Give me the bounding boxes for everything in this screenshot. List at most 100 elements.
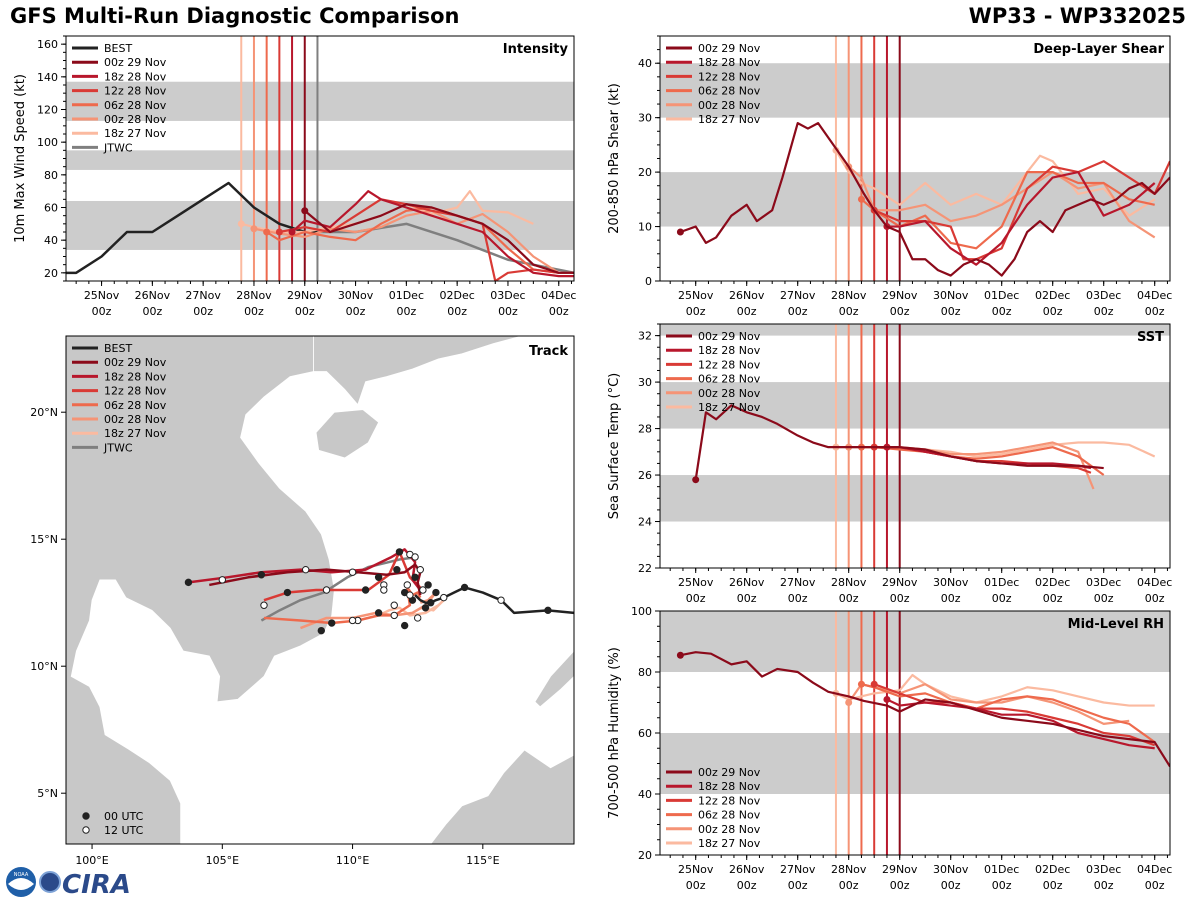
x-tick-label: 00z — [447, 305, 467, 318]
panel-title: Intensity — [503, 42, 569, 57]
x-tick-label: 28Nov — [236, 289, 272, 302]
run-line — [835, 441, 1156, 458]
y-tick-label: 40 — [638, 788, 652, 801]
forecast-track — [300, 591, 438, 630]
track-marker-12utc — [403, 581, 411, 589]
run-start-marker — [237, 220, 245, 228]
run-line — [861, 446, 1105, 476]
land-polygon — [430, 749, 574, 844]
plot-area — [66, 36, 574, 281]
y-tick-label: 100 — [37, 136, 58, 149]
run-line — [886, 698, 1155, 750]
x-tick-label: 03Dec — [1086, 863, 1121, 876]
y-tick-label: 100 — [631, 605, 652, 618]
x-tick-label: 00z — [549, 305, 569, 318]
y-axis-label: Sea Surface Temp (°C) — [607, 373, 622, 520]
legend-label: 12z 28 Nov — [698, 70, 761, 83]
y-tick-label: 60 — [44, 202, 58, 215]
x-tick-label: 00z — [992, 592, 1012, 605]
legend-label: 06z 28 Nov — [104, 399, 167, 412]
lon-tick-label: 105°E — [206, 854, 239, 867]
y-tick-label: 140 — [37, 71, 58, 84]
track-marker-00utc — [460, 583, 469, 592]
x-tick-label: 00z — [686, 879, 706, 892]
run-line — [680, 651, 1170, 768]
legend-label: 18z 27 Nov — [104, 427, 167, 440]
track-marker-00utc — [257, 571, 266, 579]
x-tick-label: 01Dec — [389, 289, 424, 302]
track-marker-00utc — [427, 599, 435, 607]
run-line — [694, 404, 1104, 480]
x-tick-label: 30Nov — [933, 863, 969, 876]
track-marker-12utc — [380, 586, 388, 594]
legend-label: 00z 29 Nov — [104, 356, 167, 369]
x-tick-label: 00z — [737, 879, 757, 892]
run-line — [873, 160, 1170, 261]
run-start-marker — [857, 680, 865, 688]
x-tick-label: 02Dec — [1035, 863, 1070, 876]
x-tick-label: 28Nov — [831, 289, 867, 302]
x-tick-label: 03Dec — [1086, 576, 1121, 589]
track-marker-00utc — [374, 609, 383, 617]
legend-label: 18z 27 Nov — [698, 113, 761, 126]
run-start-marker — [301, 207, 309, 215]
x-tick-label: 00z — [941, 305, 961, 318]
threshold-band — [66, 81, 574, 121]
run-start-marker — [676, 651, 684, 659]
plot-area — [660, 611, 1170, 855]
y-tick-label: 30 — [638, 376, 652, 389]
track-marker-12utc — [390, 601, 398, 609]
panel-deep-layer-shear: 0 10 20 30 40 25Nov 00z 26Nov 00z 27Nov 00z 28Nov 00… — [607, 35, 1172, 318]
x-tick-label: 02Dec — [440, 289, 475, 302]
y-tick-label: 40 — [638, 57, 652, 70]
y-tick-label: 32 — [638, 330, 652, 343]
x-tick-label: 01Dec — [984, 289, 1019, 302]
legend-label: 12z 28 Nov — [104, 385, 167, 398]
x-tick-label: 29Nov — [882, 576, 918, 589]
threshold-band — [660, 733, 1170, 794]
track-marker-12utc — [440, 593, 448, 602]
run-line — [266, 206, 559, 274]
x-tick-label: 00z — [839, 592, 859, 605]
legend-label: 00z 29 Nov — [698, 766, 761, 779]
legend-label: BEST — [104, 342, 132, 355]
y-tick-label: 28 — [638, 423, 652, 436]
panel-intensity: 20 40 60 80 100 120 140 160 25Nov 00z 26Nov 00z 27No… — [13, 35, 576, 318]
x-tick-label: 00z — [1094, 305, 1114, 318]
track-marker-00utc — [432, 588, 440, 597]
y-tick-label: 160 — [37, 38, 58, 51]
threshold-band — [660, 475, 1170, 522]
y-tick-label: 20 — [638, 166, 652, 179]
threshold-band — [660, 382, 1170, 429]
x-tick-label: 00z — [839, 879, 859, 892]
y-tick-label: 22 — [638, 562, 652, 575]
run-start-marker — [857, 195, 865, 203]
x-tick-label: 26Nov — [135, 289, 171, 302]
legend-label: 18z 28 Nov — [698, 56, 761, 69]
x-tick-label: 00z — [788, 592, 808, 605]
forecast-track — [378, 598, 445, 617]
y-axis-label: 700-500 hPa Humidity (%) — [607, 647, 622, 819]
plot-area — [660, 324, 1170, 568]
legend-label: 06z 28 Nov — [104, 99, 167, 112]
logos: NOAA CIRA — [6, 867, 131, 900]
threshold-band — [660, 324, 1170, 336]
x-tick-label: 00z — [1145, 305, 1165, 318]
x-tick-label: 02Dec — [1035, 576, 1070, 589]
run-line — [886, 171, 1156, 266]
marker-legend-symbol — [82, 826, 90, 834]
x-tick-label: 04Dec — [541, 289, 576, 302]
lat-tick-label: 20°N — [30, 406, 58, 419]
x-tick-label: 27Nov — [185, 289, 221, 302]
forecast-track — [209, 563, 422, 596]
lon-tick-label: 115°E — [466, 854, 499, 867]
track-marker-00utc — [411, 573, 419, 581]
panel-title: Track — [529, 344, 568, 359]
noaa-logo-text: NOAA — [14, 872, 29, 878]
run-start-marker — [870, 680, 878, 688]
legend-label: 18z 28 Nov — [698, 344, 761, 357]
axes-frame — [659, 323, 1171, 569]
track-marker-12utc — [301, 565, 310, 574]
legend-label: 00z 29 Nov — [698, 330, 761, 343]
